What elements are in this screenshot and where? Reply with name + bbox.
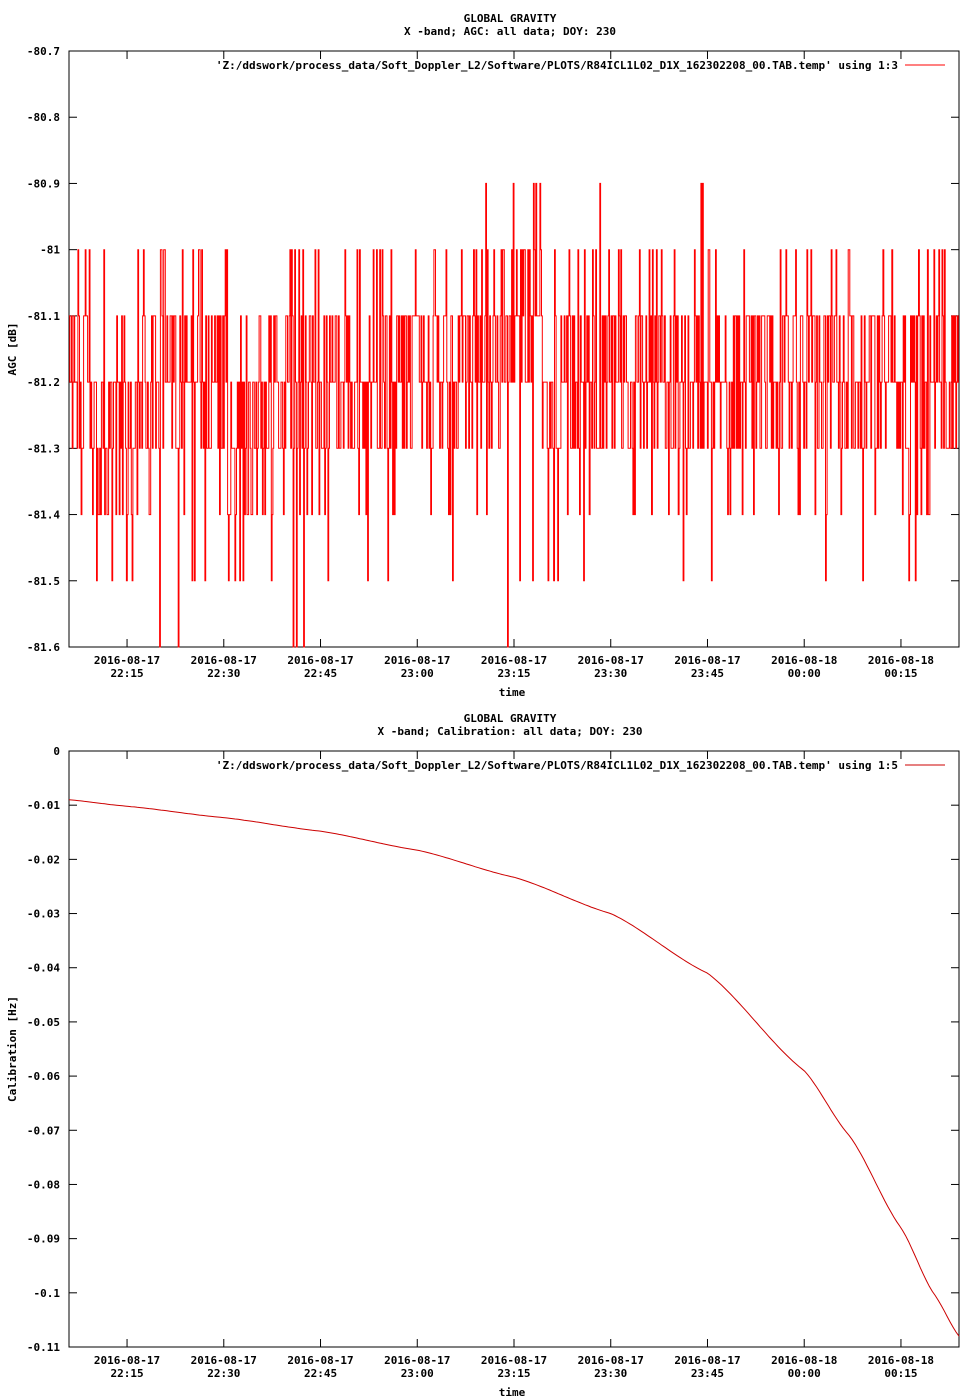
x-tick-label-date: 2016-08-17 [578, 654, 644, 667]
y-tick-label: 0 [53, 745, 60, 758]
x-tick-label-time: 23:45 [691, 1367, 724, 1380]
x-tick-label-date: 2016-08-17 [481, 654, 547, 667]
y-tick-label: -81.2 [27, 376, 60, 389]
y-ticks: 0 -0.01 -0.02 -0.03 -0.04 -0.05 -0.06 -0.07 -0.0… [27, 745, 959, 1354]
x-tick-label-date: 2016-08-17 [578, 1354, 644, 1367]
chart-title: GLOBAL GRAVITY [464, 12, 557, 25]
y-tick-label: -81.1 [27, 310, 60, 323]
x-tick-label-time: 00:00 [788, 667, 821, 680]
legend: 'Z:/ddswork/process_data/Soft_Doppler_L2… [216, 759, 945, 772]
y-tick-label: -0.01 [27, 799, 60, 812]
x-tick-label-time: 22:15 [110, 1367, 143, 1380]
y-tick-label: -0.03 [27, 908, 60, 921]
y-tick-label: -80.9 [27, 177, 60, 190]
y-tick-label: -0.11 [27, 1341, 60, 1354]
plot-frame [68, 750, 960, 1348]
x-tick-label-time: 00:15 [884, 667, 917, 680]
x-tick-label-date: 2016-08-18 [868, 1354, 934, 1367]
y-tick-label: -0.02 [27, 853, 60, 866]
x-tick-label-date: 2016-08-17 [384, 1354, 450, 1367]
x-tick-label-date: 2016-08-17 [94, 654, 160, 667]
x-ticks: 2016-08-1722:152016-08-1722:302016-08-17… [94, 51, 934, 680]
y-tick-label: -81.4 [27, 509, 60, 522]
series-layer [69, 182, 959, 648]
legend-label: 'Z:/ddswork/process_data/Soft_Doppler_L2… [216, 759, 898, 772]
x-tick-label-date: 2016-08-17 [481, 1354, 547, 1367]
x-tick-label-time: 23:45 [691, 667, 724, 680]
x-tick-label-date: 2016-08-18 [771, 1354, 837, 1367]
x-tick-label-time: 22:45 [304, 667, 337, 680]
y-tick-label: -80.8 [27, 111, 60, 124]
y-tick-label: -0.09 [27, 1233, 60, 1246]
y-tick-label: -0.05 [27, 1016, 60, 1029]
x-tick-label-time: 00:00 [788, 1367, 821, 1380]
x-tick-label-time: 23:30 [594, 1367, 627, 1380]
y-tick-label: -0.08 [27, 1178, 60, 1191]
y-tick-label: -80.7 [27, 45, 60, 58]
agc-chart: GLOBAL GRAVITY X -band; AGC: all data; D… [6, 12, 960, 699]
series-line [68, 799, 960, 1337]
legend-label: 'Z:/ddswork/process_data/Soft_Doppler_L2… [216, 59, 898, 72]
x-tick-label-time: 23:15 [497, 667, 530, 680]
x-tick-label-date: 2016-08-17 [287, 1354, 353, 1367]
x-tick-label-time: 23:30 [594, 667, 627, 680]
y-tick-label: -0.06 [27, 1070, 60, 1083]
x-tick-label-date: 2016-08-17 [287, 654, 353, 667]
x-axis-label: time [499, 686, 526, 699]
y-tick-label: -0.07 [27, 1124, 60, 1137]
x-tick-label-date: 2016-08-17 [191, 1354, 257, 1367]
x-tick-label-date: 2016-08-17 [94, 1354, 160, 1367]
y-axis-label: Calibration [Hz] [6, 996, 19, 1102]
y-ticks: -80.7 -80.8 -80.9 -81 -81.1 -81.2 -81.3 -81.4 -8… [27, 45, 959, 654]
y-tick-label: -81.5 [27, 575, 60, 588]
x-tick-label-time: 23:00 [401, 1367, 434, 1380]
calibration-chart: GLOBAL GRAVITY X -band; Calibration: all… [6, 712, 960, 1399]
series-layer [68, 799, 960, 1337]
x-tick-label-time: 22:30 [207, 1367, 240, 1380]
x-tick-label-time: 00:15 [884, 1367, 917, 1380]
y-tick-label: -0.1 [34, 1287, 61, 1300]
series-line [69, 182, 959, 648]
x-tick-label-time: 23:00 [401, 667, 434, 680]
x-tick-label-date: 2016-08-17 [674, 1354, 740, 1367]
x-ticks: 2016-08-1722:152016-08-1722:302016-08-17… [94, 751, 934, 1380]
x-tick-label-date: 2016-08-17 [384, 654, 450, 667]
x-tick-label-date: 2016-08-18 [771, 654, 837, 667]
chart-subtitle: X -band; Calibration: all data; DOY: 230 [378, 725, 643, 738]
x-tick-label-time: 22:45 [304, 1367, 337, 1380]
chart-subtitle: X -band; AGC: all data; DOY: 230 [404, 25, 616, 38]
x-tick-label-time: 22:30 [207, 667, 240, 680]
y-tick-label: -81.3 [27, 442, 60, 455]
y-tick-label: -0.04 [27, 962, 60, 975]
x-tick-label-date: 2016-08-17 [191, 654, 257, 667]
x-tick-label-time: 23:15 [497, 1367, 530, 1380]
x-tick-label-date: 2016-08-17 [674, 654, 740, 667]
x-axis-label: time [499, 1386, 526, 1399]
y-axis-label: AGC [dB] [6, 323, 19, 376]
legend: 'Z:/ddswork/process_data/Soft_Doppler_L2… [216, 59, 945, 72]
x-tick-label-time: 22:15 [110, 667, 143, 680]
y-tick-label: -81.6 [27, 641, 60, 654]
y-tick-label: -81 [40, 244, 60, 257]
chart-title: GLOBAL GRAVITY [464, 712, 557, 725]
x-tick-label-date: 2016-08-18 [868, 654, 934, 667]
